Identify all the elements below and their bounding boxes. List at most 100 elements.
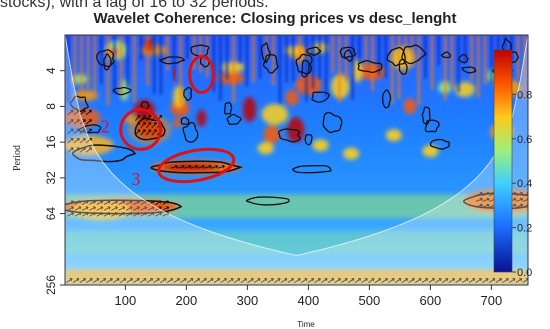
phase-arrow <box>146 121 152 129</box>
field-stripe <box>66 35 70 103</box>
phase-arrow <box>186 278 194 283</box>
field-blob <box>73 90 99 101</box>
phase-arrows <box>66 109 528 283</box>
chart-title: Wavelet Coherence: Closing prices vs des… <box>93 10 457 27</box>
phase-arrow <box>147 206 155 211</box>
annotation-label: 1 <box>170 64 179 84</box>
phase-arrow <box>515 278 523 283</box>
phase-arrow <box>247 278 254 283</box>
phase-arrow <box>421 278 429 283</box>
phase-arrow <box>147 200 155 205</box>
field-stripe <box>410 35 414 67</box>
field-stripe <box>456 35 461 93</box>
field-stripe <box>152 35 156 95</box>
field-stripe <box>278 35 282 104</box>
phase-arrow <box>155 200 162 205</box>
phase-arrow <box>321 278 328 283</box>
phase-arrow <box>111 212 118 217</box>
phase-arrow <box>79 147 86 153</box>
phase-arrow <box>441 278 449 283</box>
phase-arrow <box>106 278 113 283</box>
field-band <box>65 269 528 285</box>
field-stripe <box>476 35 480 98</box>
phase-arrow <box>135 121 141 129</box>
phase-arrow <box>522 197 528 202</box>
phase-arrow <box>147 212 155 217</box>
phase-arrow <box>67 109 74 116</box>
phase-arrow <box>67 137 74 144</box>
field-blob <box>312 139 329 152</box>
phase-arrow <box>475 197 483 202</box>
phase-arrow <box>475 191 483 197</box>
phase-arrow <box>146 114 152 121</box>
field-stripe <box>404 35 408 76</box>
contour <box>386 46 406 67</box>
phase-arrow <box>217 164 225 169</box>
contour <box>226 113 243 125</box>
phase-arrow <box>213 278 221 283</box>
contour <box>180 116 190 125</box>
field-stripe <box>324 35 328 97</box>
contour <box>71 144 137 163</box>
field-stripe <box>265 35 269 61</box>
phase-arrow <box>133 206 140 211</box>
field-blob <box>173 85 185 108</box>
field-stripe <box>351 35 355 100</box>
phase-arrow <box>67 147 74 153</box>
field-stripe <box>318 35 322 80</box>
contour <box>306 46 322 56</box>
field-blob <box>261 103 289 125</box>
contour <box>277 128 301 143</box>
field-stripe <box>390 35 395 104</box>
phase-arrow <box>81 206 89 211</box>
phase-arrow <box>294 278 301 283</box>
field-stripe <box>106 35 110 106</box>
phase-arrow <box>415 278 422 283</box>
field-stripe <box>463 35 467 63</box>
field-stripe <box>139 35 143 61</box>
phase-arrow <box>96 212 104 217</box>
phase-arrow <box>381 278 388 283</box>
phase-arrow <box>482 278 489 283</box>
phase-arrow <box>125 206 133 211</box>
contour <box>461 66 477 74</box>
phase-arrow <box>341 278 348 283</box>
contour <box>311 91 330 103</box>
phase-arrow <box>488 278 496 283</box>
x-axis: 100 200 300 400 500 600 700 <box>115 285 502 308</box>
phase-arrow <box>73 137 80 144</box>
field-stripe <box>212 35 216 92</box>
field-stripe <box>417 35 421 106</box>
phase-arrow <box>160 278 167 283</box>
field-blob <box>196 109 207 127</box>
annotation-circle <box>188 54 216 94</box>
phase-arrow <box>153 278 160 283</box>
field-stripe <box>384 35 388 78</box>
phase-arrow <box>522 203 528 208</box>
phase-arrow <box>96 200 104 205</box>
phase-arrow <box>374 278 382 283</box>
field-stripe <box>483 35 487 85</box>
field-stripe <box>198 35 203 73</box>
field-stripe <box>284 35 289 83</box>
field-stripe <box>298 35 302 66</box>
annotation-circle <box>157 147 236 184</box>
field-stripe <box>132 35 137 103</box>
field-stripe <box>126 35 130 88</box>
contour <box>183 86 193 102</box>
annotations: 1 2 3 <box>101 54 236 189</box>
colorbar-ticks: 0.8 0.6 0.4 0.2 0.0 <box>512 89 532 279</box>
phase-arrow <box>482 203 490 208</box>
field-blob <box>242 96 257 123</box>
contour <box>292 164 332 174</box>
phase-arrow <box>81 200 89 205</box>
contour <box>429 138 451 150</box>
field-blob <box>257 142 274 155</box>
field-stripe <box>146 35 150 86</box>
phase-arrow <box>190 164 199 169</box>
phase-arrow <box>118 206 126 211</box>
phase-arrow <box>81 212 89 217</box>
field-blob <box>422 144 439 157</box>
phase-arrow <box>307 278 315 283</box>
field-stripe <box>79 35 84 100</box>
